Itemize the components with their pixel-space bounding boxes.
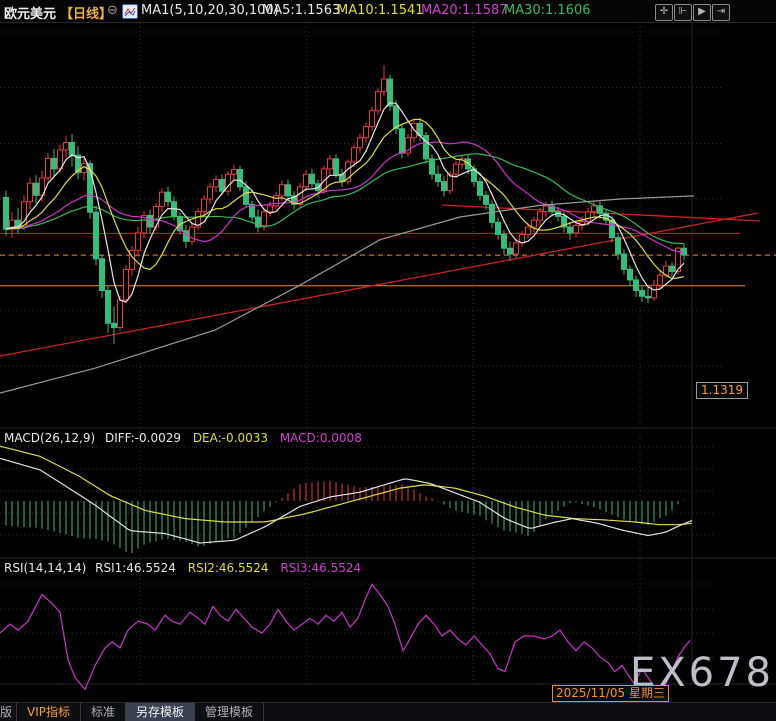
false: [object Object] [0,112,90,126]
rsi1-value: RSI1:46.5524 [95,561,176,575]
false: [object Object] [0,154,90,168]
false: [object Object] [0,56,90,70]
false: [object Object] [0,378,90,392]
ma20-value: MA20:1.1587 [421,3,508,18]
false: [object Object] [0,266,90,280]
false: [object Object] [0,280,90,294]
rsi3-value: RSI3:46.5524 [280,561,362,575]
false: [object Object] [0,392,90,406]
crosshair-date-box: 2025/11/05 星期三 [552,685,669,702]
false: [object Object] [0,126,90,140]
ma5-value: MA5:1.1563 [262,3,341,18]
ma30-value: MA30:1.1606 [504,3,591,18]
tab-版[interactable]: 版 [0,703,18,721]
macd-macd-value: MACD:0.0008 [279,431,362,445]
axis-scale-icon[interactable]: ⊩ [674,4,692,21]
false: [object Object] [0,84,90,98]
macd-dea-value: DEA:-0.0033 [192,431,268,445]
rsi-header: RSI(14,14,14) RSI1:46.5524 RSI2:46.5524 … [4,561,361,575]
false: [object Object] [0,350,90,364]
ma-settings-label: MA1(5,10,20,30,100) [141,3,279,18]
tab-另存模板[interactable]: 另存模板 [126,703,196,721]
false: [object Object] [0,28,90,42]
rsi-name-label[interactable]: RSI(14,14,14) [4,561,87,575]
macd-name-label[interactable]: MACD(26,12,9) [4,431,96,445]
pan-crosshair-icon[interactable]: ✛ [655,4,673,21]
timeframe-badge[interactable]: 【日线】 [60,7,113,22]
play-forward-icon[interactable]: ▶ [693,4,711,21]
false: [object Object] [0,420,90,434]
false: [object Object] [0,336,90,350]
rsi2-value: RSI2:46.5524 [187,561,269,575]
false: [object Object] [0,168,90,182]
collapse-circle-icon[interactable]: ⊖ [107,3,118,18]
ma10-value: MA10:1.1541 [337,3,424,18]
false: [object Object] [0,308,90,322]
false: [object Object] [0,490,90,504]
macd-diff-value: DIFF:-0.0029 [104,431,181,445]
false: [object Object] [0,364,90,378]
false: [object Object] [0,434,90,448]
tab-VIP指标[interactable]: VIP指标 [17,703,82,721]
false: [object Object] [0,98,90,112]
tab-管理模板[interactable]: 管理模板 [195,703,265,721]
false: [object Object] [0,406,90,420]
false: [object Object] [0,70,90,84]
macd-header: MACD(26,12,9) DIFF:-0.0029 DEA:-0.0033 M… [4,431,362,445]
false: [object Object] [0,238,90,252]
false: [object Object] [0,322,90,336]
chart-header-bar: 欧元美元 【日线】 ⊖ MA1(5,10,20,30,100) MA5:1.15… [0,0,776,23]
false: [object Object] [0,42,90,56]
indicator-thumbnail-icon[interactable] [122,4,138,19]
symbol-title[interactable]: 欧元美元 [4,7,57,22]
crosshair-price-box: 1.1319 [696,382,748,399]
false: [object Object] [0,294,90,308]
tab-标准[interactable]: 标准 [81,703,127,721]
template-tab-bar: 版 VIP指标 标准 另存模板 管理模板 [0,702,776,721]
shift-right-icon[interactable]: ⇥ [712,4,730,21]
